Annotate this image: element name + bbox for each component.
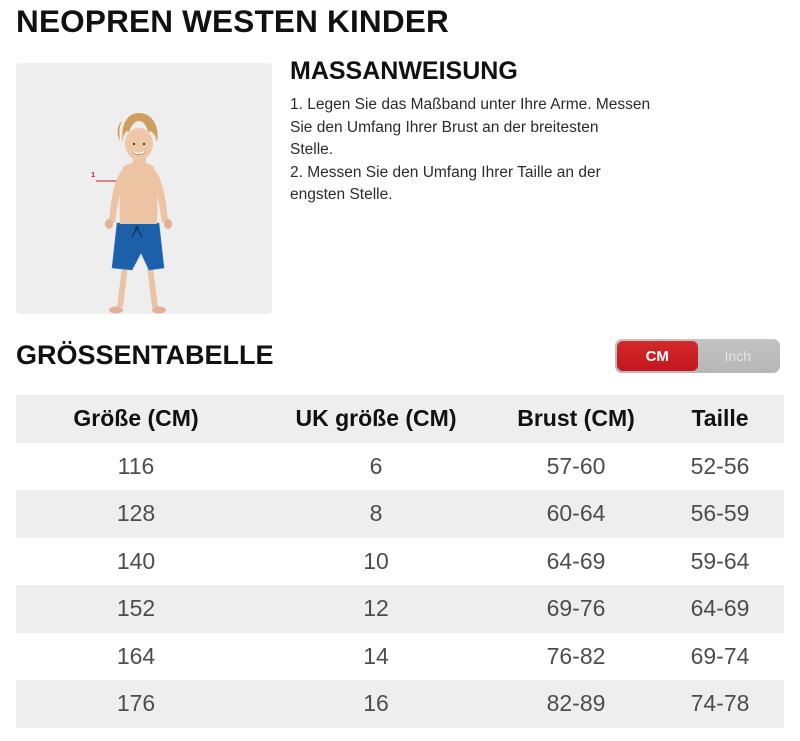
svg-text:1: 1: [91, 170, 95, 179]
